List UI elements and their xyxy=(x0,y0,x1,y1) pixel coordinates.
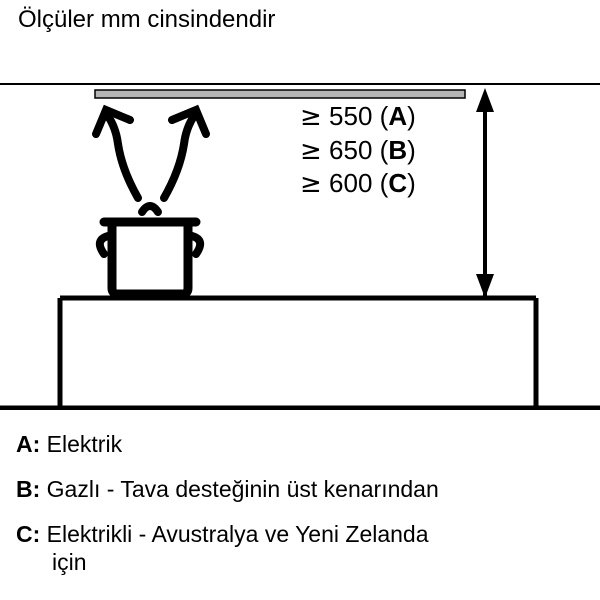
measurement-ref: B xyxy=(388,135,407,165)
measurement-value: 550 xyxy=(329,101,372,131)
legend-item: B: Gazlı - Tava desteğinin üst kenarında… xyxy=(16,475,576,504)
legend-item: A: Elektrik xyxy=(16,430,576,459)
legend-text: Elektrikli - Avustralya ve Yeni Zelanda xyxy=(47,521,429,547)
measurement-list: ≥ 550 (A) ≥ 650 (B) ≥ 600 (C) xyxy=(300,100,416,201)
steam-arrows xyxy=(96,110,206,198)
legend-label: B: xyxy=(16,476,40,502)
title: Ölçüler mm cinsindendir xyxy=(18,6,275,34)
legend-item: C: Elektrikli - Avustralya ve Yeni Zelan… xyxy=(16,520,576,578)
diagram-svg xyxy=(0,40,600,410)
geq-symbol: ≥ xyxy=(300,136,322,166)
geq-symbol: ≥ xyxy=(300,102,322,132)
measurement-row: ≥ 650 (B) xyxy=(300,134,416,168)
legend-text-cont: için xyxy=(16,548,576,577)
legend-text: Gazlı - Tava desteğinin üst kenarından xyxy=(47,476,439,502)
measurement-ref: A xyxy=(388,101,407,131)
pot-icon xyxy=(100,206,200,294)
measurement-value: 650 xyxy=(329,135,372,165)
range-hood xyxy=(95,90,465,98)
installation-diagram xyxy=(0,40,600,410)
countertop xyxy=(60,298,536,410)
legend-label: C: xyxy=(16,521,40,547)
measurement-value: 600 xyxy=(329,168,372,198)
geq-symbol: ≥ xyxy=(300,169,322,199)
legend-text: Elektrik xyxy=(47,431,122,457)
measurement-ref: C xyxy=(388,168,407,198)
dimension-line xyxy=(476,88,494,298)
legend-label: A: xyxy=(16,431,40,457)
measurement-row: ≥ 600 (C) xyxy=(300,167,416,201)
legend: A: Elektrik B: Gazlı - Tava desteğinin ü… xyxy=(16,430,576,593)
measurement-row: ≥ 550 (A) xyxy=(300,100,416,134)
